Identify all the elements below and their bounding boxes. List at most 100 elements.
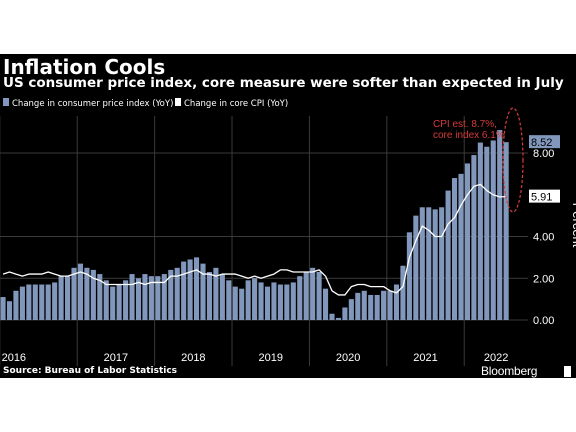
- core-value-label: 5.91: [531, 192, 552, 204]
- cpi-bar: [381, 290, 387, 320]
- legend-label-cpi: Change in consumer price index (YoY): [12, 99, 173, 109]
- legend-swatch-core: [175, 98, 181, 106]
- cpi-bar: [387, 290, 393, 320]
- cpi-bar: [271, 282, 277, 320]
- cpi-bar: [110, 286, 116, 320]
- cpi-bar: [6, 301, 13, 320]
- cpi-bar: [284, 284, 290, 320]
- cpi-bar: [155, 276, 161, 320]
- cpi-bar: [58, 276, 64, 320]
- cpi-bar: [393, 284, 400, 320]
- cpi-bar: [355, 292, 361, 320]
- cpi-bar: [168, 269, 174, 320]
- cpi-bar: [39, 284, 45, 320]
- cpi-bar: [445, 190, 451, 320]
- cpi-bar: [497, 130, 503, 320]
- cpi-bar: [174, 267, 180, 320]
- cpi-bar: [19, 286, 25, 320]
- cpi-bar: [187, 259, 193, 320]
- cpi-bar: [32, 284, 38, 320]
- cpi-bar: [432, 209, 438, 320]
- cpi-bar: [252, 278, 258, 320]
- cpi-bar: [490, 140, 496, 320]
- gridlines: [0, 116, 528, 366]
- core-cpi-line-path: [2, 183, 507, 296]
- x-year-label: 2019: [258, 352, 282, 364]
- cpi-bar: [310, 267, 316, 320]
- cpi-bar: [452, 178, 458, 320]
- cpi-bar: [316, 271, 322, 320]
- chart-title: Inflation Cools: [3, 55, 166, 79]
- y-axis-label: Percent: [570, 203, 576, 248]
- cpi-bar: [471, 155, 477, 320]
- cpi-bar: [348, 299, 354, 320]
- cpi-bar: [477, 142, 483, 320]
- brand-logo: Bloomberg: [481, 364, 538, 378]
- x-year-label: 2022: [484, 352, 508, 364]
- cpi-bar: [419, 207, 425, 320]
- annotation-text: core index 6.1%: [433, 130, 505, 141]
- cpi-bar: [200, 263, 206, 320]
- cpi-bar: [368, 294, 374, 320]
- cpi-bar: [374, 294, 380, 320]
- cpi-bar: [148, 276, 154, 320]
- cpi-bar: [303, 271, 309, 320]
- cpi-bar: [52, 282, 58, 320]
- cpi-bar: [277, 284, 283, 320]
- cpi-bar: [181, 261, 187, 320]
- cpi-bar: [26, 284, 32, 320]
- cpi-bar: [13, 290, 19, 320]
- annotation: CPI est. 8.7%,core index 6.1%: [433, 107, 524, 213]
- cpi-bar: [413, 215, 419, 320]
- cpi-bar: [97, 274, 103, 320]
- core-cpi-line: [2, 183, 507, 296]
- cpi-bar: [206, 271, 212, 320]
- cpi-value-label-box: [529, 135, 560, 149]
- cpi-bar: [0, 297, 6, 320]
- core-value-label-box: [529, 189, 560, 203]
- cpi-bar: [194, 257, 200, 320]
- cpi-bar: [142, 274, 148, 320]
- cpi-bar: [116, 284, 122, 320]
- y-tick-label: 8.00: [533, 148, 554, 160]
- cpi-bar: [213, 267, 219, 320]
- cpi-bar: [439, 207, 445, 320]
- x-year-label: 2018: [181, 352, 205, 364]
- cpi-bar: [258, 282, 264, 320]
- cpi-bar: [400, 265, 406, 320]
- cpi-bar: [45, 284, 51, 320]
- legend-label-core: Change in core CPI (YoY): [184, 99, 288, 109]
- cpi-bar: [239, 288, 245, 320]
- cpi-bar: [90, 269, 96, 320]
- cpi-bar: [129, 274, 135, 320]
- cpi-bar: [426, 207, 432, 320]
- cpi-bar: [484, 146, 490, 320]
- cpi-bar: [323, 288, 329, 320]
- annotation-ellipse: [502, 107, 524, 213]
- source-note: Source: Bureau of Labor Statistics: [3, 366, 178, 376]
- cpi-bar: [329, 313, 335, 320]
- cpi-bar: [458, 173, 464, 320]
- cpi-value-label: 8.52: [531, 137, 552, 149]
- annotation-text: CPI est. 8.7%,: [433, 119, 497, 130]
- chart-subtitle: US consumer price index, core measure we…: [3, 75, 564, 91]
- cpi-bar: [135, 278, 142, 320]
- cpi-bar: [361, 290, 367, 320]
- cpi-bar: [219, 274, 225, 320]
- legend-swatch-cpi: [3, 98, 9, 106]
- cpi-bar: [406, 232, 412, 320]
- cpi-bar: [503, 142, 509, 320]
- y-tick-label: 4.00: [533, 232, 554, 244]
- axes: 0.00 2.00 4.00 8.00 2016 2017 2018 2019 2020 2021…: [2, 135, 576, 364]
- brand-mark: [564, 366, 571, 377]
- y-tick-label: 0.00: [533, 315, 554, 327]
- cpi-bar: [464, 163, 470, 320]
- cpi-bar: [245, 280, 251, 320]
- cpi-bar: [71, 267, 77, 320]
- cpi-bar: [123, 280, 129, 320]
- x-year-label: 2017: [104, 352, 128, 364]
- y-tick-label: 2.00: [533, 273, 554, 285]
- cpi-bar: [232, 286, 238, 320]
- cpi-bar: [65, 276, 71, 320]
- cpi-bars: [0, 130, 509, 320]
